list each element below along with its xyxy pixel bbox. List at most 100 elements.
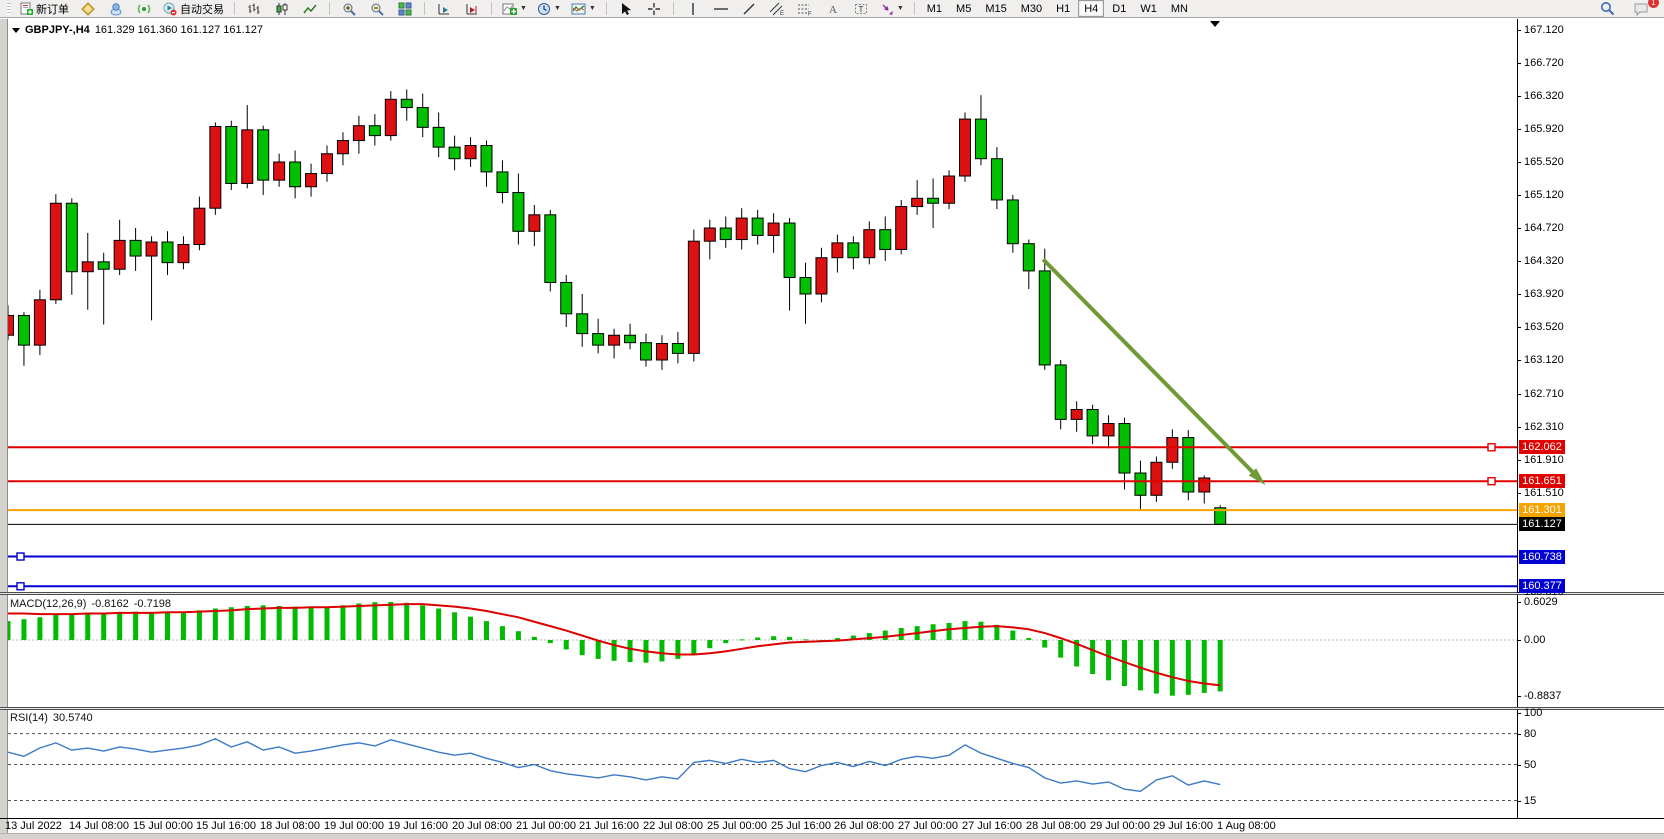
equidistant-channel-button[interactable]: E: [764, 0, 790, 18]
candle-body: [1038, 270, 1051, 366]
macd-bar: [452, 612, 458, 640]
timeframe-mn[interactable]: MN: [1170, 2, 1188, 15]
hline-handle[interactable]: [1487, 476, 1496, 486]
macd-bar: [260, 605, 266, 640]
macd-bar: [388, 602, 394, 640]
fibonacci-button[interactable]: F: [792, 0, 818, 18]
candle-body: [1070, 409, 1083, 420]
timeframe-w1[interactable]: W1: [1140, 2, 1157, 15]
line-chart-button[interactable]: [297, 0, 323, 18]
candle-body: [49, 202, 62, 301]
timeframe-h4[interactable]: H4: [1078, 0, 1105, 17]
hline-handle[interactable]: [16, 552, 25, 561]
bar-chart-button[interactable]: [241, 0, 267, 18]
candle-body: [241, 129, 254, 184]
autotrade-button[interactable]: 自动交易: [159, 0, 228, 18]
candle-body: [305, 173, 318, 188]
timeframe-m1[interactable]: M1: [926, 2, 943, 15]
macd-bar: [180, 611, 186, 640]
periods-button[interactable]: ▼: [533, 0, 565, 18]
data-window-button[interactable]: [103, 0, 129, 18]
timeframe-h1[interactable]: H1: [1056, 2, 1071, 15]
candle-body: [512, 192, 525, 232]
time-label: 27 Jul 00:00: [898, 820, 958, 832]
channel-icon: E: [769, 2, 785, 16]
macd-bar: [436, 608, 442, 640]
candle-body: [81, 261, 94, 273]
auto-scroll-button[interactable]: [431, 0, 457, 18]
price-tick: 164.720: [1524, 222, 1564, 234]
new-order-button[interactable]: 新订单: [16, 0, 73, 18]
macd-pane[interactable]: [8, 595, 1517, 707]
text-icon: A: [827, 2, 839, 16]
candle-body: [17, 314, 30, 346]
cursor-button[interactable]: [613, 0, 639, 18]
chart-shift-marker[interactable]: [1210, 21, 1220, 27]
search-button[interactable]: [1594, 0, 1620, 18]
notifications-button[interactable]: 1: [1628, 0, 1659, 18]
macd-bar: [547, 640, 553, 644]
rsi-pane[interactable]: [8, 710, 1517, 818]
rsi-tick: 50: [1524, 758, 1537, 771]
hline-handle[interactable]: [1487, 443, 1496, 452]
window-bottom-border: [0, 833, 1664, 839]
candle-body: [608, 334, 621, 346]
candle-body: [113, 239, 126, 270]
candle-body: [193, 207, 206, 245]
navigator-button[interactable]: [131, 0, 157, 18]
templates-icon: [571, 2, 586, 16]
text-button[interactable]: A: [820, 0, 846, 18]
macd-tick-dash: [1517, 640, 1521, 641]
macd-bar: [675, 640, 681, 659]
candlestick-chart-button[interactable]: [269, 0, 295, 18]
periods-caret-icon: ▼: [553, 5, 561, 12]
price-tick-dash: [1517, 360, 1521, 361]
zoom-out-button[interactable]: [364, 0, 390, 18]
rsi-tick: 100: [1524, 707, 1543, 719]
price-tick-dash: [1517, 129, 1521, 130]
search-icon: [1600, 1, 1615, 16]
pane-separator-rsi[interactable]: [0, 707, 1664, 710]
text-label-button[interactable]: T: [848, 0, 874, 18]
time-label: 25 Jul 00:00: [707, 820, 767, 832]
macd-bar: [1090, 640, 1096, 675]
arrows-button[interactable]: ▼: [876, 0, 908, 18]
vertical-line-button[interactable]: [680, 0, 706, 18]
time-label: 29 Jul 00:00: [1090, 820, 1150, 832]
pane-separator-macd[interactable]: [0, 592, 1664, 595]
timeframe-m30[interactable]: M30: [1020, 2, 1043, 15]
chart-shift-button[interactable]: [459, 0, 485, 18]
timeframe-m15[interactable]: M15: [985, 2, 1007, 15]
price-tick: 167.120: [1524, 24, 1564, 36]
chart-menu-icon[interactable]: [12, 27, 20, 33]
macd-bar: [308, 607, 314, 640]
candle-body: [974, 118, 987, 160]
main-chart-pane[interactable]: [8, 19, 1517, 592]
candle-body: [767, 222, 780, 236]
market-watch-button[interactable]: [75, 0, 101, 18]
macd-bar: [595, 640, 601, 659]
trend-arrow[interactable]: [1041, 257, 1260, 480]
crosshair-button[interactable]: [641, 0, 667, 18]
horizontal-line-button[interactable]: [708, 0, 734, 18]
macd-bar: [1201, 640, 1207, 693]
vertical-line-icon: [688, 2, 698, 16]
macd-bar: [515, 631, 521, 640]
trendline-button[interactable]: [736, 0, 762, 18]
new-order-icon: [20, 2, 33, 15]
autotrade-icon: [163, 2, 177, 16]
zoom-in-button[interactable]: [336, 0, 362, 18]
macd-bar: [962, 621, 968, 640]
templates-button[interactable]: ▼: [567, 0, 600, 18]
timeframe-d1[interactable]: D1: [1112, 2, 1127, 15]
rsi-line: [8, 738, 1221, 792]
macd-bar: [212, 608, 218, 640]
indicators-button[interactable]: ▼: [498, 0, 531, 18]
tile-windows-icon: [398, 2, 412, 16]
timeframe-m5[interactable]: M5: [956, 2, 972, 15]
hline-handle[interactable]: [16, 582, 25, 591]
data-window-icon: [109, 2, 123, 16]
market-watch-icon: [81, 1, 95, 16]
toolbar-grip[interactable]: [7, 2, 11, 15]
tile-windows-button[interactable]: [392, 0, 418, 18]
